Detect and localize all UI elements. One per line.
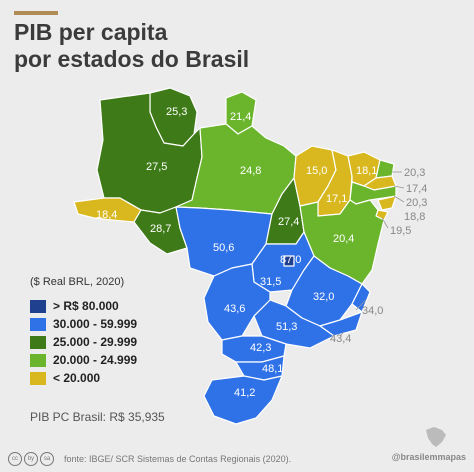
legend-caption: ($ Real BRL, 2020) <box>30 276 125 288</box>
by-license-icon: by <box>24 452 38 466</box>
label-df: 87,0 <box>280 254 301 266</box>
label-pr: 42,3 <box>250 342 271 354</box>
legend-label-4: 20.000 - 24.999 <box>53 353 138 367</box>
legend-item-3: 25.000 - 29.999 <box>30 333 137 351</box>
legend-label-3: 25.000 - 29.999 <box>53 335 138 349</box>
label-ma: 15,0 <box>306 165 327 177</box>
label-al: 18,8 <box>404 211 425 223</box>
legend-item-1: > R$ 80.000 <box>30 297 137 315</box>
legend-swatch-1 <box>30 299 46 313</box>
label-ac: 18,4 <box>96 209 117 221</box>
legend-swatch-2 <box>30 317 46 331</box>
title-accent-bar <box>14 11 58 15</box>
leader-line-es <box>355 299 367 311</box>
label-es: 34,0 <box>362 305 383 317</box>
footer: cc by sa fonte: IBGE/ SCR Sistemas de Co… <box>8 452 291 466</box>
leader-line-pb <box>393 185 405 189</box>
label-sp: 51,3 <box>276 321 297 333</box>
leader-line-se <box>381 217 389 229</box>
label-ro: 28,7 <box>150 223 171 235</box>
legend-swatch-3 <box>30 335 46 349</box>
label-ap: 21,4 <box>230 111 251 123</box>
title-line-2: por estados do Brasil <box>14 46 250 72</box>
label-ms: 43,6 <box>224 303 245 315</box>
national-gdp-per-capita: PIB PC Brasil: R$ 35,935 <box>30 410 165 424</box>
legend-swatch-4 <box>30 353 46 367</box>
legend-swatch-5 <box>30 371 46 385</box>
title-line-1: PIB per capita <box>14 19 168 45</box>
brand-handle: @brasilemmapas <box>391 452 466 462</box>
legend-label-1: > R$ 80.000 <box>53 299 119 313</box>
legend: > R$ 80.000 30.000 - 59.999 25.000 - 29.… <box>30 297 137 387</box>
state-rs <box>203 375 283 425</box>
sa-license-icon: sa <box>40 452 54 466</box>
leader-line-rj <box>339 331 345 337</box>
label-mt: 50,6 <box>213 242 234 254</box>
label-pa: 24,8 <box>240 165 261 177</box>
label-pb: 17,4 <box>406 183 427 195</box>
state-es <box>351 283 371 313</box>
legend-item-4: 20.000 - 24.999 <box>30 351 137 369</box>
label-rn: 20,3 <box>404 167 425 179</box>
label-ba: 20,4 <box>333 233 354 245</box>
label-to: 27,4 <box>278 216 299 228</box>
label-pe: 20,3 <box>406 197 427 209</box>
leader-line-pe <box>393 195 405 203</box>
label-rj: 43,4 <box>330 333 351 345</box>
page-title: PIB per capita por estados do Brasil <box>14 19 249 73</box>
state-al <box>377 195 397 211</box>
label-go: 31,5 <box>260 276 281 288</box>
label-mg: 32,0 <box>313 291 334 303</box>
label-am: 27,5 <box>146 161 167 173</box>
state-ms <box>203 263 271 341</box>
legend-item-2: 30.000 - 59.999 <box>30 315 137 333</box>
legend-label-2: 30.000 - 59.999 <box>53 317 138 331</box>
label-pi: 17,1 <box>326 193 347 205</box>
label-se: 19,5 <box>390 225 411 237</box>
label-rs: 41,2 <box>234 387 255 399</box>
legend-label-5: < 20.000 <box>53 371 101 385</box>
brazil-outline-logo-icon <box>426 427 446 447</box>
state-df <box>283 255 295 267</box>
cc-license-icon: cc <box>8 452 22 466</box>
source-note: fonte: IBGE/ SCR Sistemas de Contas Regi… <box>64 454 292 464</box>
label-ce: 18,1 <box>356 165 377 177</box>
state-ba <box>299 199 385 285</box>
legend-item-5: < 20.000 <box>30 369 137 387</box>
label-sc: 48,1 <box>262 363 283 375</box>
label-rr: 25,3 <box>166 106 187 118</box>
